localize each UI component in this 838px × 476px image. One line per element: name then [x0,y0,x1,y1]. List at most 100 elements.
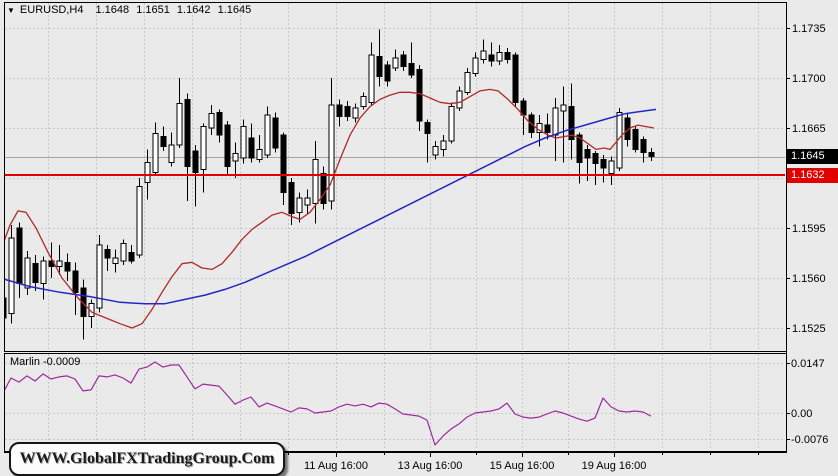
price-tick-label: 1.1665 [792,123,826,135]
candle-bull [360,96,367,108]
candle-bear [416,68,423,122]
candle-bull [264,114,271,156]
candle-bull [24,257,31,289]
candle-bear [568,106,575,140]
candle-bull [176,103,183,146]
candle-bear [288,181,295,215]
candle-bear [160,136,167,148]
ma-fast-red-line [5,88,655,329]
candle-bull [496,51,503,62]
candle-bear [320,173,327,205]
candle-bear [400,54,407,68]
indicator-tick-label: -0.0076 [791,434,828,446]
candle-bull [120,243,127,262]
candle-bear [80,287,87,318]
candle-bull [152,133,159,173]
time-tick-label: 13 Aug 16:00 [398,460,463,472]
price-tick-label: 1.1595 [792,223,826,235]
candle-bull [256,148,263,160]
candle-bear [248,137,255,159]
candle-bear [224,124,231,168]
symbol-marker-icon: ▼ [7,5,15,15]
candle-bear [5,297,7,319]
indicator-tick-label: 0.00 [791,408,812,420]
level-price-tag: 1.1632 [787,168,838,183]
candle-bear [184,98,191,168]
candle-bull [56,260,63,268]
candle-bear [424,121,431,135]
candle-bull [208,113,215,129]
candle-bear [128,251,135,262]
candle-bull [304,197,311,206]
candle-bull [136,186,143,256]
ohlc-values: 1.1648 1.1651 1.1642 1.1645 [95,4,252,16]
candle-bull [8,237,15,315]
candle-bull [144,161,151,183]
candle-bear [592,153,599,165]
candle-bull [296,197,303,213]
price-tick-label: 1.1700 [792,73,826,85]
candle-bear [216,111,223,136]
candles-layer [5,29,655,340]
candle-bear [408,63,415,76]
candle-bull [440,140,447,150]
time-tick-label: 11 Aug 16:00 [304,460,368,472]
candle-bull [608,160,615,175]
candle-bear [584,148,591,159]
indicator-tick-label: 0.0147 [791,358,825,370]
chart-title: ▼ EURUSD,H4 1.1648 1.1651 1.1642 1.1645 [7,4,251,16]
candle-bear [280,134,287,193]
marlin-line [5,361,652,446]
candle-bull [432,146,439,156]
candle-bull [472,57,479,75]
candle-bear [192,150,199,173]
candle-bull [352,107,359,119]
candle-bear [32,263,39,283]
candle-bear [72,270,79,293]
candle-bear [336,104,343,118]
candle-bear [640,138,647,153]
candle-bull [552,107,559,136]
candle-bear [64,261,71,272]
candle-bull [560,104,567,112]
indicator-label: Marlin -0.0009 [10,356,81,368]
candle-bear [504,51,511,60]
price-tick-label: 1.1735 [792,23,826,35]
watermark: WWW.GlobalFXTradingGroup.Com [9,442,285,476]
time-tick-label: 19 Aug 16:00 [582,460,647,472]
candle-bull [456,90,463,109]
candle-bear [384,64,391,82]
candle-bull [232,153,239,162]
candle-bull [40,260,47,285]
candle-bear [16,227,23,285]
candle-bear [632,128,639,150]
candle-bear [488,54,495,62]
candle-bear [600,158,607,169]
candle-bull [168,144,175,163]
candle-bull [328,104,335,202]
candle-bear [576,134,583,163]
ma-slow-blue-line [5,108,657,305]
candle-bear [344,106,351,118]
candle-bull [392,57,399,69]
price-tick-label: 1.1560 [792,273,826,285]
time-tick-label: 15 Aug 16:00 [490,460,555,472]
candle-bear [104,248,111,259]
indicator-panel-border [4,353,787,452]
symbol-timeframe: EURUSD,H4 [19,4,84,16]
candle-bull [368,54,375,103]
panel-divider[interactable] [4,350,786,354]
candle-bear [648,151,655,158]
candle-bull [312,158,319,205]
candle-bear [272,117,279,149]
candle-bear [376,56,383,78]
candle-bull [240,126,247,159]
price-tick-label: 1.1525 [792,323,826,335]
candle-bull [480,50,487,60]
candle-bull [448,106,455,142]
candle-bull [112,257,119,265]
candle-bear [544,124,551,133]
candle-bull [464,71,471,93]
